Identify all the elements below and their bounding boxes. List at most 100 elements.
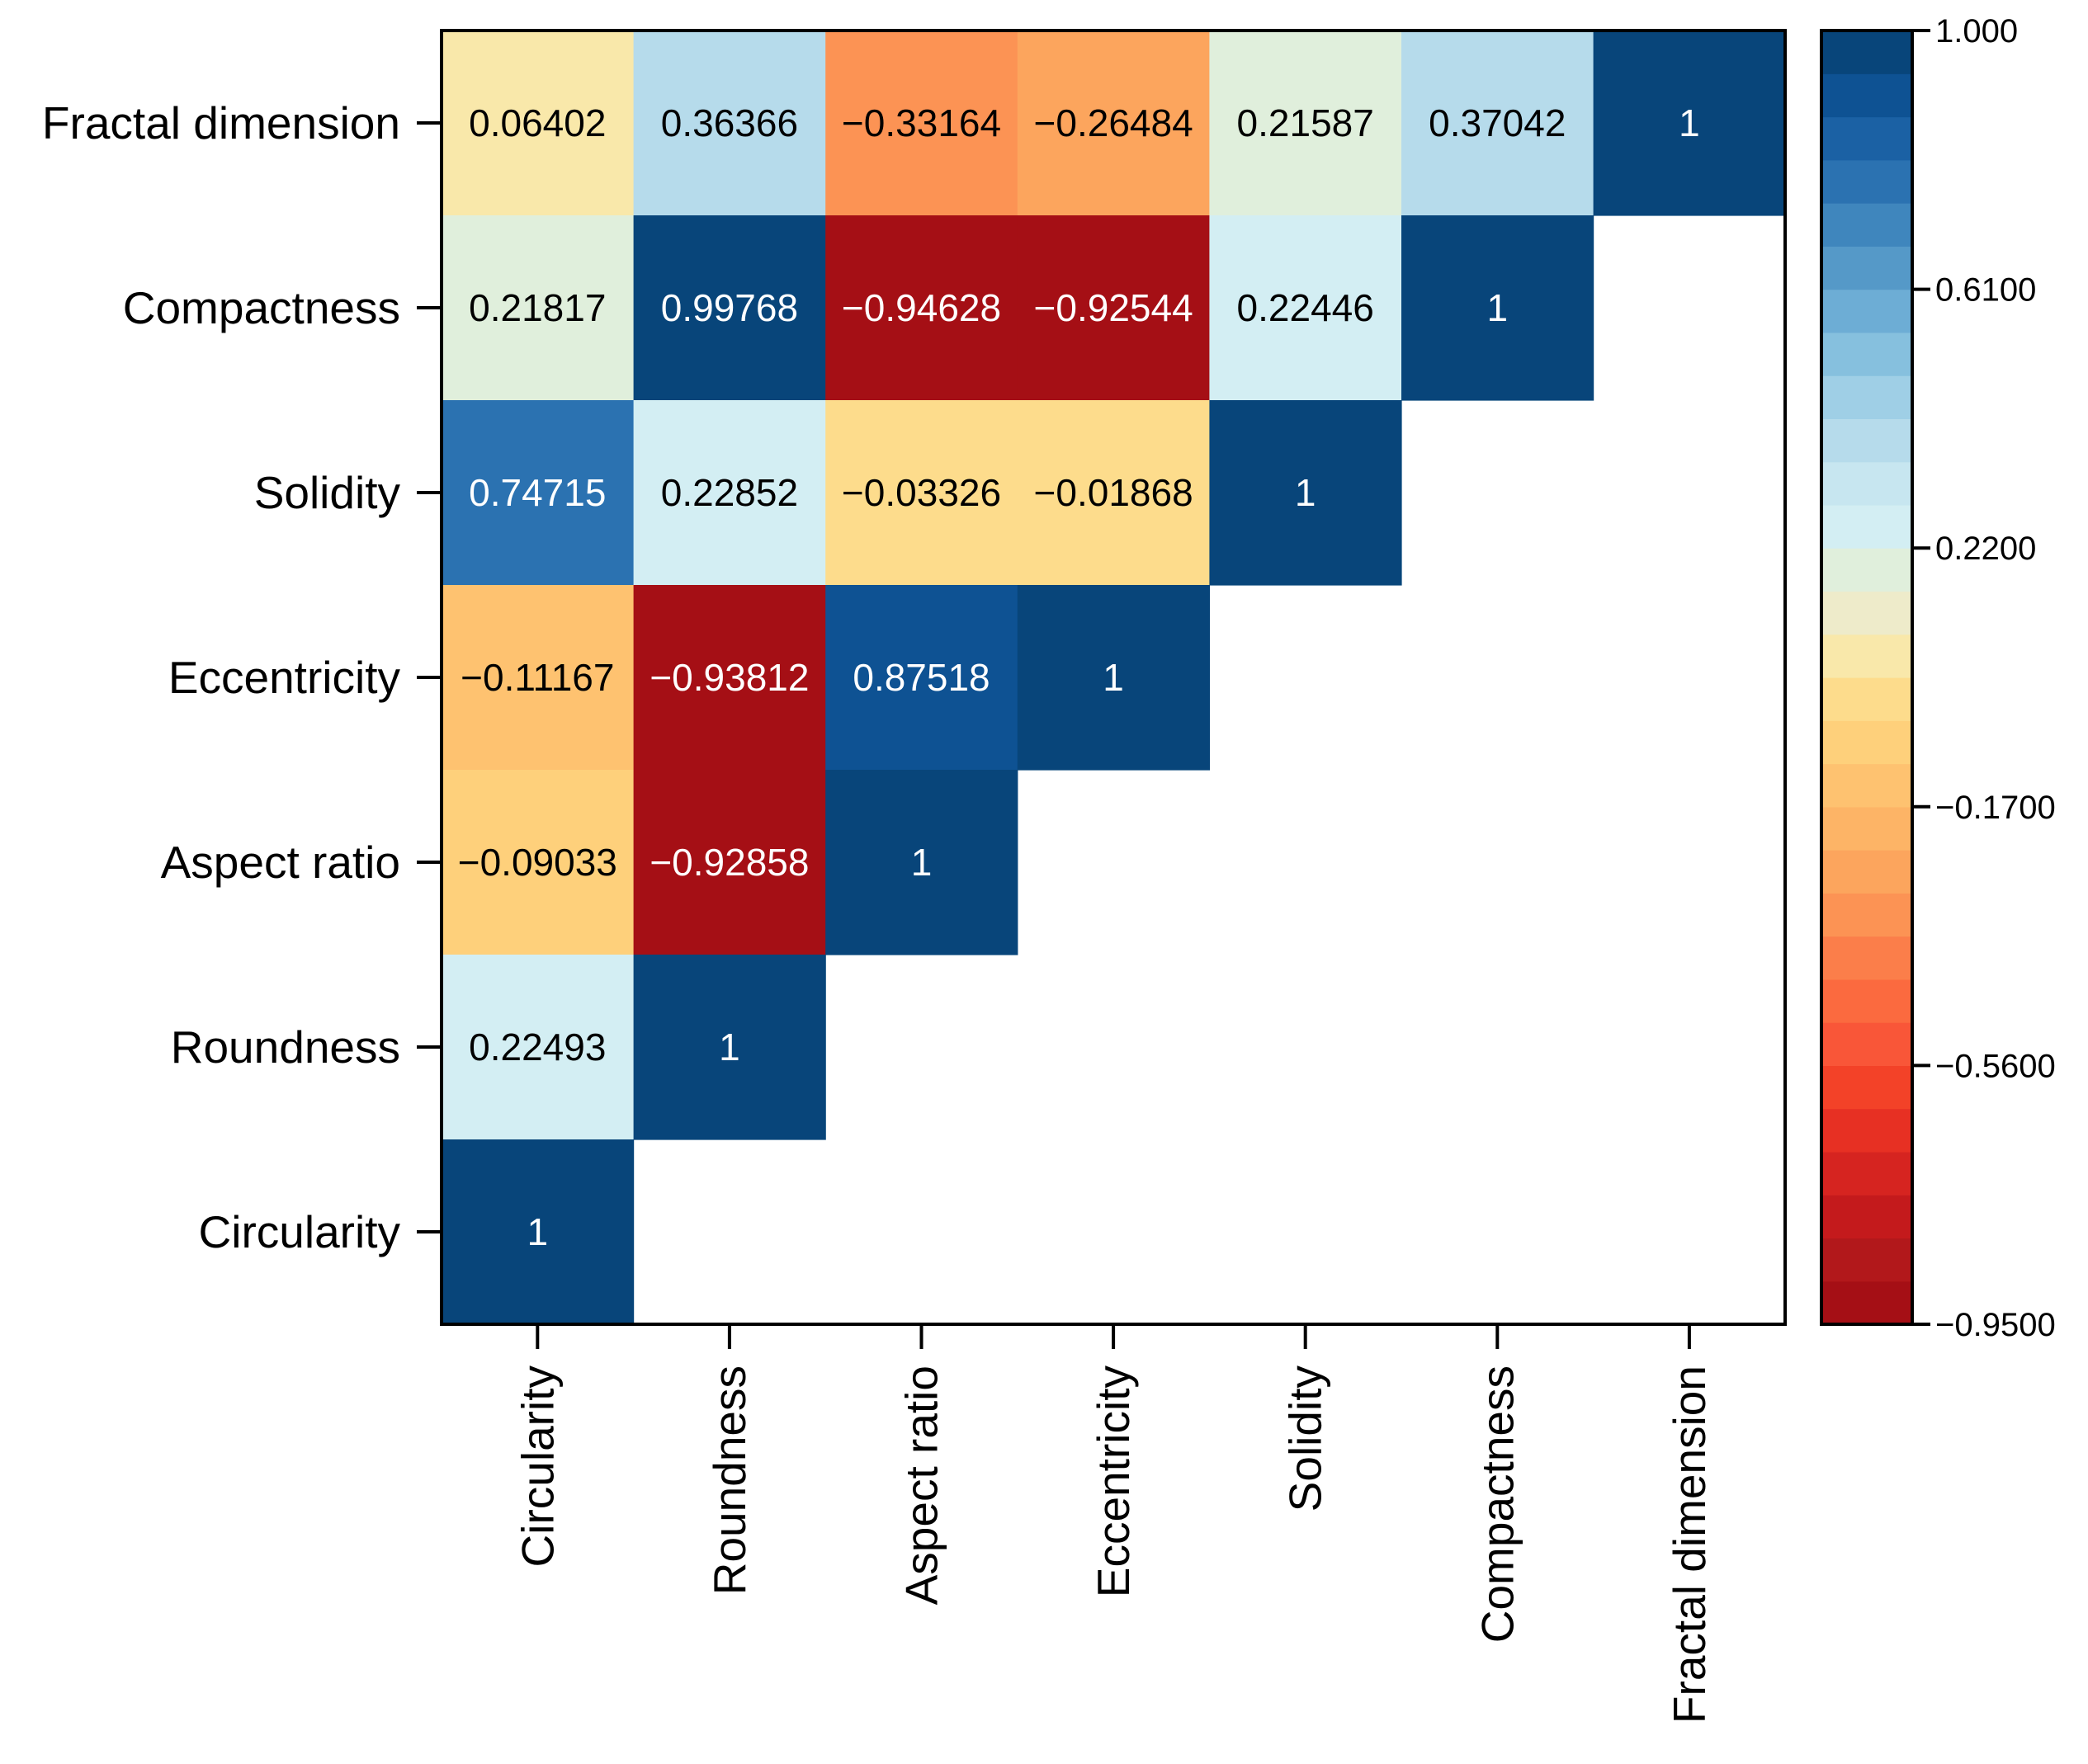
heatmap-cell-r1-c2 bbox=[825, 215, 1018, 401]
colorbar-level-19 bbox=[1821, 461, 1912, 506]
cell-value-r3-c1: −0.93812 bbox=[650, 656, 809, 699]
cell-value-r0-c0: 0.06402 bbox=[469, 101, 606, 144]
cell-value-r1-c4: 0.22446 bbox=[1237, 286, 1374, 329]
y-tick-label-compactness: Compactness bbox=[123, 282, 400, 333]
cell-value-r5-c0: 0.22493 bbox=[469, 1026, 606, 1068]
cell-value-r1-c5: 1 bbox=[1487, 286, 1509, 329]
cell-value-r0-c3: −0.26484 bbox=[1034, 101, 1193, 144]
colorbar-level-6 bbox=[1821, 1022, 1912, 1066]
colorbar-tick-label-1: 0.6100 bbox=[1935, 272, 2036, 309]
x-tick-label-roundness: Roundness bbox=[704, 1365, 755, 1595]
cell-value-r2-c0: 0.74715 bbox=[469, 471, 606, 514]
heatmap-cell-r1-c1 bbox=[633, 215, 826, 401]
heatmap-cell-r1-c4 bbox=[1209, 215, 1402, 401]
colorbar-level-8 bbox=[1821, 936, 1912, 980]
cell-value-r0-c5: 0.37042 bbox=[1429, 101, 1566, 144]
x-tick-label-circularity: Circularity bbox=[512, 1365, 563, 1568]
heatmap-cell-r2-c4 bbox=[1209, 400, 1402, 586]
heatmap-annotations: 0.06402 0.36366 −0.33164 −0.26484 0.21587 0.3… bbox=[458, 101, 1700, 1253]
heatmap-cell-r0-c4 bbox=[1209, 31, 1402, 216]
colorbar-level-27 bbox=[1821, 116, 1912, 161]
cell-value-r2-c3: −0.01868 bbox=[1034, 471, 1193, 514]
cell-value-r3-c0: −0.11167 bbox=[461, 656, 614, 699]
y-tick-label-roundness: Roundness bbox=[171, 1021, 400, 1073]
colorbar-level-17 bbox=[1821, 548, 1912, 592]
y-tick-label-fractal-dimension: Fractal dimension bbox=[42, 97, 400, 149]
cell-value-r2-c4: 1 bbox=[1295, 471, 1316, 514]
colorbar-level-20 bbox=[1821, 418, 1912, 463]
y-tick-label-solidity: Solidity bbox=[254, 467, 401, 518]
colorbar-tick-label-4: −0.5600 bbox=[1935, 1048, 2056, 1084]
colorbar-tick-label-0: 1.000 bbox=[1935, 13, 2018, 50]
heatmap-cell-r1-c3 bbox=[1017, 215, 1210, 401]
cell-value-r3-c2: 0.87518 bbox=[853, 656, 990, 699]
cell-value-r0-c6: 1 bbox=[1679, 101, 1700, 144]
x-tick-label-solidity: Solidity bbox=[1280, 1365, 1331, 1512]
colorbar-level-1 bbox=[1821, 1238, 1912, 1282]
colorbar-level-24 bbox=[1821, 246, 1912, 290]
colorbar-level-9 bbox=[1821, 893, 1912, 937]
x-tick-label-aspect-ratio: Aspect ratio bbox=[896, 1365, 947, 1605]
cell-value-r1-c3: −0.92544 bbox=[1034, 286, 1193, 329]
cell-value-r5-c1: 1 bbox=[719, 1026, 740, 1068]
heatmap-cell-r0-c2 bbox=[825, 31, 1018, 216]
heatmap-cell-r0-c1 bbox=[633, 31, 826, 216]
heatmap-cell-r4-c2 bbox=[825, 770, 1018, 955]
cell-value-r0-c4: 0.21587 bbox=[1237, 101, 1374, 144]
heatmap-cell-r4-c1 bbox=[633, 770, 826, 955]
heatmap-cell-r3-c0 bbox=[442, 585, 635, 771]
heatmap-cell-r3-c3 bbox=[1017, 585, 1210, 771]
colorbar-level-18 bbox=[1821, 504, 1912, 549]
colorbar-tick-label-2: 0.2200 bbox=[1935, 531, 2036, 567]
heatmap-cell-r3-c2 bbox=[825, 585, 1018, 771]
y-tick-label-eccentricity: Eccentricity bbox=[168, 652, 401, 703]
cell-value-r3-c3: 1 bbox=[1103, 656, 1124, 699]
cell-value-r2-c2: −0.03326 bbox=[842, 471, 1001, 514]
heatmap-cell-r1-c5 bbox=[1401, 215, 1594, 401]
heatmap-cell-r5-c0 bbox=[442, 955, 635, 1140]
cell-value-r0-c2: −0.33164 bbox=[842, 101, 1001, 144]
heatmap-cell-r0-c3 bbox=[1017, 31, 1210, 216]
colorbar-level-12 bbox=[1821, 763, 1912, 808]
x-axis: Circularity Roundness Aspect ratio Eccentri… bbox=[512, 1324, 1715, 1724]
colorbar-frame bbox=[1820, 29, 1914, 1326]
cell-value-r2-c1: 0.22852 bbox=[661, 471, 798, 514]
heatmap-cell-r1-c0 bbox=[442, 215, 635, 401]
colorbar-level-5 bbox=[1821, 1065, 1912, 1110]
x-tick-label-eccentricity: Eccentricity bbox=[1088, 1365, 1139, 1598]
heatmap-cell-r5-c1 bbox=[633, 955, 826, 1140]
colorbar-level-21 bbox=[1821, 375, 1912, 419]
heatmap-cell-r2-c2 bbox=[825, 400, 1018, 586]
colorbar-level-3 bbox=[1821, 1151, 1912, 1196]
colorbar-level-2 bbox=[1821, 1195, 1912, 1239]
heatmap-cell-r4-c0 bbox=[442, 770, 635, 955]
heatmap-cell-r6-c0 bbox=[442, 1139, 635, 1325]
colorbar-level-11 bbox=[1821, 806, 1912, 851]
colorbar-level-29 bbox=[1821, 31, 1912, 74]
cell-value-r1-c2: −0.94628 bbox=[842, 286, 1001, 329]
colorbar-tick-label-5: −0.9500 bbox=[1935, 1307, 2056, 1343]
heatmap-cell-r0-c5 bbox=[1401, 31, 1594, 216]
y-tick-label-aspect-ratio: Aspect ratio bbox=[161, 837, 400, 888]
colorbar-level-15 bbox=[1821, 634, 1912, 678]
colorbar-level-28 bbox=[1821, 73, 1912, 118]
colorbar-level-0 bbox=[1821, 1281, 1912, 1325]
heatmap-cell-r0-c0 bbox=[442, 31, 635, 216]
colorbar-level-7 bbox=[1821, 979, 1912, 1023]
colorbar-tick-label-3: −0.1700 bbox=[1935, 790, 2056, 826]
cell-value-r4-c1: −0.92858 bbox=[650, 841, 809, 884]
heatmap-cell-r2-c0 bbox=[442, 400, 635, 586]
colorbar-level-16 bbox=[1821, 591, 1912, 635]
colorbar-level-23 bbox=[1821, 289, 1912, 333]
heatmap-cells bbox=[442, 31, 1786, 1325]
colorbar-level-10 bbox=[1821, 850, 1912, 894]
y-axis: Fractal dimension Compactness Solidity Ecce… bbox=[42, 97, 442, 1257]
y-tick-label-circularity: Circularity bbox=[199, 1206, 401, 1257]
cell-value-r4-c0: −0.09033 bbox=[458, 841, 617, 884]
colorbar: 1.000 0.6100 0.2200 −0.1700 −0.5600 −0.9500 bbox=[1820, 13, 2056, 1343]
colorbar-level-22 bbox=[1821, 332, 1912, 376]
colorbar-level-13 bbox=[1821, 720, 1912, 765]
colorbar-level-25 bbox=[1821, 203, 1912, 247]
heatmap-cell-r0-c6 bbox=[1593, 31, 1786, 216]
